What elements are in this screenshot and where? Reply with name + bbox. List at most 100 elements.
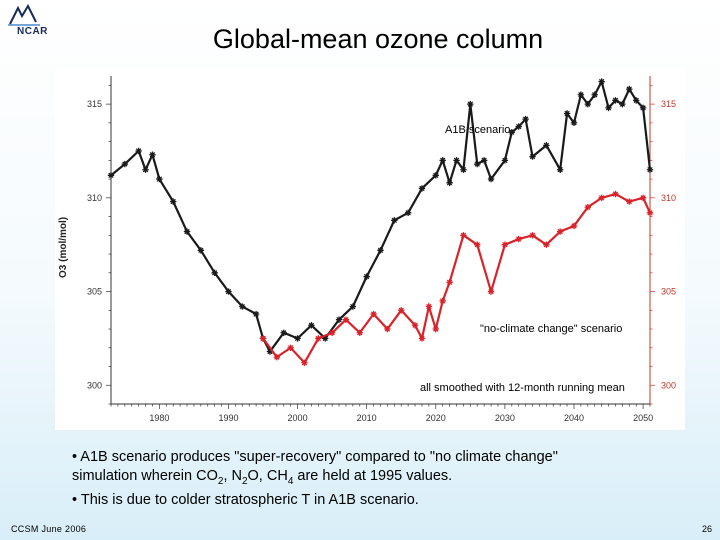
- data-point: [501, 157, 509, 164]
- data-point: [315, 335, 322, 342]
- data-point: [225, 288, 232, 295]
- data-point: [398, 307, 405, 314]
- data-point: [646, 209, 654, 217]
- data-point: [301, 359, 308, 366]
- data-point: [259, 335, 267, 342]
- y-right-tick-label: 300: [661, 380, 676, 390]
- ozone-chart-svg: 1980 1990 2000 2010 2020 2030 2040 2050 300 305 31…: [58, 76, 676, 423]
- logo-text: NCAR: [17, 26, 48, 37]
- data-point: [335, 316, 343, 323]
- series-no-climate-change: [259, 190, 654, 366]
- data-point: [460, 166, 467, 173]
- data-point: [169, 198, 177, 205]
- data-point: [308, 322, 315, 329]
- subscript-n2o: 2: [241, 475, 248, 487]
- data-point: [418, 335, 426, 342]
- series-line: [110, 78, 652, 354]
- x-tick-label: 2010: [357, 413, 377, 423]
- x-tick-label: 1980: [149, 413, 169, 423]
- bullet-text-a: simulation wherein CO: [72, 468, 218, 484]
- data-point: [543, 142, 550, 149]
- x-tick-label: 1990: [218, 413, 238, 423]
- subscript-co2: 2: [217, 475, 224, 487]
- series-line: [262, 192, 651, 365]
- chart-frame: [110, 76, 651, 405]
- page-number: 26: [701, 524, 712, 534]
- data-point: [349, 303, 357, 310]
- data-point: [342, 316, 350, 323]
- data-point: [280, 329, 287, 336]
- data-point: [370, 310, 377, 318]
- data-point: [598, 78, 605, 85]
- data-point: [487, 288, 495, 295]
- data-point: [391, 217, 398, 224]
- bullet-2: • This is due to colder stratospheric T …: [72, 491, 419, 508]
- ncar-logo: NCAR: [6, 3, 54, 40]
- bullet-1: • A1B scenario produces "super-recovery"…: [72, 449, 558, 465]
- data-point: [446, 179, 453, 187]
- data-point: [425, 303, 433, 310]
- y-left-tick-label: 310: [87, 193, 102, 203]
- data-point: [626, 85, 633, 93]
- x-tick-label: 2000: [288, 413, 308, 423]
- data-point: [239, 303, 246, 310]
- data-point: [418, 185, 426, 192]
- data-point: [501, 241, 509, 248]
- data-point: [577, 91, 585, 98]
- data-point: [522, 115, 529, 123]
- bullet-text-d: are held at 1995 values.: [293, 468, 453, 484]
- data-point: [529, 153, 536, 160]
- data-point: [404, 209, 412, 217]
- data-point: [474, 241, 481, 248]
- data-point: [612, 97, 619, 104]
- data-point: [266, 348, 274, 355]
- page-title: Global-mean ozone column: [212, 24, 544, 54]
- annotation-a1b: A1B scenario: [445, 124, 510, 136]
- data-point: [328, 329, 336, 336]
- data-point: [639, 104, 647, 112]
- data-point: [453, 157, 460, 164]
- tick-layer: 1980 1990 2000 2010 2020 2030 2040 2050 300 305 31…: [87, 85, 676, 423]
- data-point: [487, 175, 495, 183]
- data-point: [480, 157, 488, 164]
- y-left-tick-label: 300: [87, 380, 102, 390]
- annotation-smoothing: all smoothed with 12-month running mean: [420, 382, 625, 394]
- data-point: [439, 297, 446, 305]
- y-right-tick-label: 305: [661, 287, 676, 297]
- data-point: [211, 269, 218, 276]
- data-point: [543, 241, 550, 248]
- x-tick-label: 2030: [495, 413, 515, 423]
- data-point: [467, 100, 474, 108]
- data-point: [252, 310, 260, 318]
- data-point: [598, 194, 605, 202]
- data-point: [294, 335, 301, 342]
- data-point: [508, 129, 515, 136]
- data-point: [107, 172, 115, 179]
- data-point: [639, 194, 647, 202]
- data-point: [384, 325, 391, 333]
- data-point: [432, 325, 439, 333]
- data-point: [619, 100, 626, 108]
- data-point: [515, 235, 522, 243]
- data-point: [273, 353, 281, 361]
- bullet-text-b: , N: [223, 468, 242, 484]
- data-point: [432, 172, 439, 179]
- data-point: [474, 160, 481, 168]
- data-point: [584, 204, 592, 211]
- data-point: [570, 222, 578, 230]
- data-point: [529, 232, 536, 239]
- data-point: [584, 100, 592, 108]
- data-point: [612, 190, 619, 198]
- data-point: [197, 247, 205, 254]
- y-left-tick-label: 315: [87, 99, 102, 109]
- data-point: [149, 151, 156, 158]
- data-point: [556, 166, 564, 173]
- data-point: [121, 160, 129, 168]
- data-point: [142, 166, 149, 173]
- x-tick-label: 2040: [564, 413, 584, 423]
- annotation-no-climate: "no-climate change" scenario: [480, 323, 622, 335]
- y-right-tick-label: 310: [661, 193, 676, 203]
- data-point: [446, 278, 453, 286]
- y-axis-label: O3 (mol/mol): [58, 217, 69, 278]
- series-a1b: [107, 78, 654, 355]
